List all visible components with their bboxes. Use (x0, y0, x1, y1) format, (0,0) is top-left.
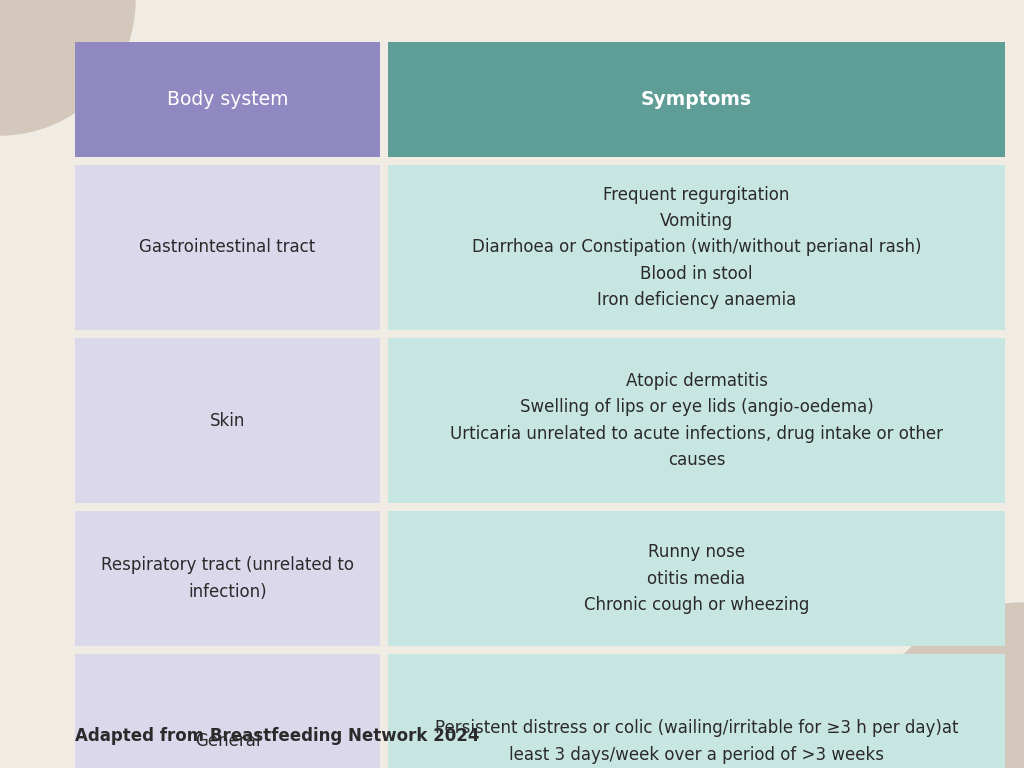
Text: Gastrointestinal tract: Gastrointestinal tract (139, 239, 315, 257)
Text: General: General (195, 733, 260, 750)
Text: Runny nose
otitis media
Chronic cough or wheezing: Runny nose otitis media Chronic cough or… (584, 543, 809, 614)
Bar (388, 654, 1005, 768)
Text: Symptoms: Symptoms (641, 90, 752, 109)
Text: Respiratory tract (unrelated to
infection): Respiratory tract (unrelated to infectio… (101, 556, 354, 601)
Text: Frequent regurgitation
Vomiting
Diarrhoea or Constipation (with/without perianal: Frequent regurgitation Vomiting Diarrhoe… (472, 186, 922, 310)
Bar (75, 42, 380, 157)
Bar (388, 42, 1005, 157)
Text: Persistent distress or colic (wailing/irritable for ≥3 h per day)at
least 3 days: Persistent distress or colic (wailing/ir… (435, 720, 958, 763)
Text: Body system: Body system (167, 90, 288, 109)
Text: Adapted from Breastfeeding Network 2024: Adapted from Breastfeeding Network 2024 (75, 727, 479, 745)
Text: Skin: Skin (210, 412, 245, 429)
Circle shape (0, 0, 135, 135)
Bar (388, 165, 1005, 330)
Bar (75, 165, 380, 330)
Bar (388, 511, 1005, 646)
Circle shape (859, 603, 1024, 768)
Text: Atopic dermatitis
Swelling of lips or eye lids (angio-oedema)
Urticaria unrelate: Atopic dermatitis Swelling of lips or ey… (450, 372, 943, 469)
Bar (75, 654, 380, 768)
Bar (388, 338, 1005, 503)
Bar (75, 338, 380, 503)
Bar (75, 511, 380, 646)
